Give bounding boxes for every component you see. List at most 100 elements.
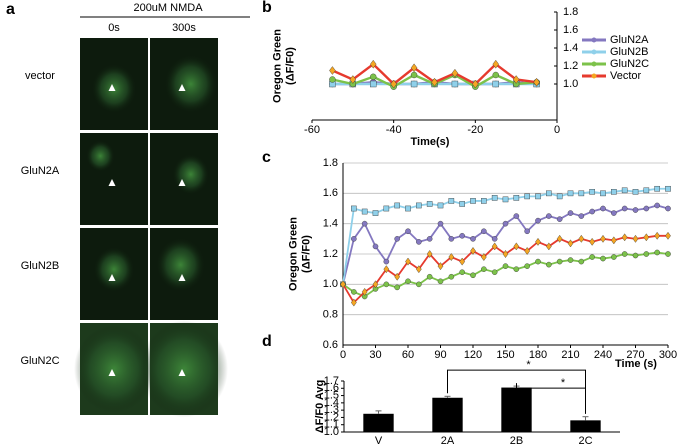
- marker: [383, 258, 390, 265]
- y-tick-label: 1.1: [324, 419, 339, 431]
- marker: [416, 202, 422, 209]
- legend-marker: [591, 73, 597, 79]
- marker: [394, 284, 400, 291]
- cell-signal: [94, 247, 134, 292]
- marker: [665, 185, 671, 192]
- marker: [643, 251, 650, 257]
- y-axis-title: Oregon Green: [271, 29, 283, 103]
- marker: [654, 249, 660, 256]
- marker: [369, 59, 377, 69]
- x-tick-label: 0: [554, 124, 560, 136]
- marker: [459, 232, 465, 239]
- marker: [410, 71, 418, 79]
- cell-signal: [164, 55, 217, 113]
- marker: [502, 196, 509, 203]
- marker: [410, 63, 418, 73]
- marker: [340, 280, 346, 289]
- marker: [578, 213, 585, 219]
- row-label: GluN2B: [21, 260, 60, 272]
- marker: [437, 220, 444, 227]
- x-axis-title: Time (s): [615, 358, 657, 370]
- marker: [600, 255, 606, 262]
- bar: [363, 413, 394, 432]
- marker: [394, 272, 401, 281]
- marker: [502, 250, 509, 258]
- x-tick-label: -20: [467, 124, 483, 136]
- cell-signal: [156, 238, 205, 292]
- marker: [556, 193, 563, 200]
- marker: [589, 254, 595, 260]
- marker: [448, 198, 455, 204]
- marker: [632, 189, 639, 195]
- marker: [459, 257, 466, 266]
- bar: [501, 387, 532, 432]
- y-tick-label: 1.2: [324, 411, 339, 423]
- y-tick-label: 1.0: [323, 278, 338, 290]
- x-tick-label: 90: [434, 349, 446, 361]
- marker: [470, 247, 476, 255]
- row-label: GluN2C: [20, 355, 59, 367]
- marker: [567, 239, 574, 248]
- panel-label: a: [6, 1, 15, 18]
- marker: [556, 234, 563, 243]
- marker: [643, 233, 650, 242]
- arrowhead: [178, 369, 186, 376]
- y-tick-label: 1.4: [563, 42, 578, 54]
- marker: [654, 185, 660, 192]
- marker: [524, 247, 531, 255]
- y-tick-label: 1.2: [563, 60, 578, 72]
- marker: [513, 213, 520, 219]
- marker: [481, 198, 487, 204]
- marker: [556, 258, 563, 265]
- marker: [372, 243, 379, 250]
- marker: [610, 236, 617, 245]
- marker: [481, 266, 487, 272]
- x-tick-label: 240: [594, 349, 612, 361]
- x-tick-label: 0: [340, 349, 346, 361]
- marker: [351, 289, 357, 295]
- marker: [535, 237, 541, 246]
- marker: [600, 190, 606, 197]
- x-tick-label: 2A: [441, 435, 455, 447]
- marker: [470, 198, 476, 204]
- marker: [643, 187, 650, 194]
- marker: [405, 278, 411, 285]
- marker: [405, 205, 411, 212]
- x-tick-label: 150: [496, 349, 514, 361]
- marker: [492, 71, 499, 79]
- marker: [372, 280, 379, 289]
- y-tick-label: 1.2: [323, 248, 338, 260]
- marker: [524, 263, 530, 269]
- row-label: vector: [25, 70, 55, 82]
- cell-signal: [86, 140, 115, 172]
- marker: [491, 195, 498, 201]
- cell-signal: [140, 320, 228, 418]
- marker: [589, 208, 595, 215]
- marker: [632, 234, 639, 243]
- arrowhead: [108, 369, 116, 376]
- legend-marker: [591, 37, 597, 43]
- marker: [426, 273, 433, 280]
- marker: [383, 265, 390, 274]
- marker: [459, 201, 465, 207]
- marker: [437, 278, 444, 285]
- marker: [600, 234, 606, 243]
- legend-marker: [591, 61, 597, 67]
- series-line: [342, 234, 668, 304]
- marker: [448, 236, 455, 242]
- marker: [394, 202, 400, 209]
- x-tick-label: -40: [386, 124, 402, 136]
- marker: [513, 266, 520, 272]
- x-tick-label: 180: [529, 349, 547, 361]
- marker: [351, 236, 357, 242]
- marker: [350, 298, 357, 307]
- y-tick-label: 1.6: [324, 382, 339, 394]
- y-tick-label: 1.4: [324, 397, 339, 409]
- x-tick-label: 120: [464, 349, 482, 361]
- marker: [390, 79, 397, 89]
- marker: [533, 77, 540, 87]
- marker: [451, 80, 459, 88]
- bar: [570, 420, 601, 432]
